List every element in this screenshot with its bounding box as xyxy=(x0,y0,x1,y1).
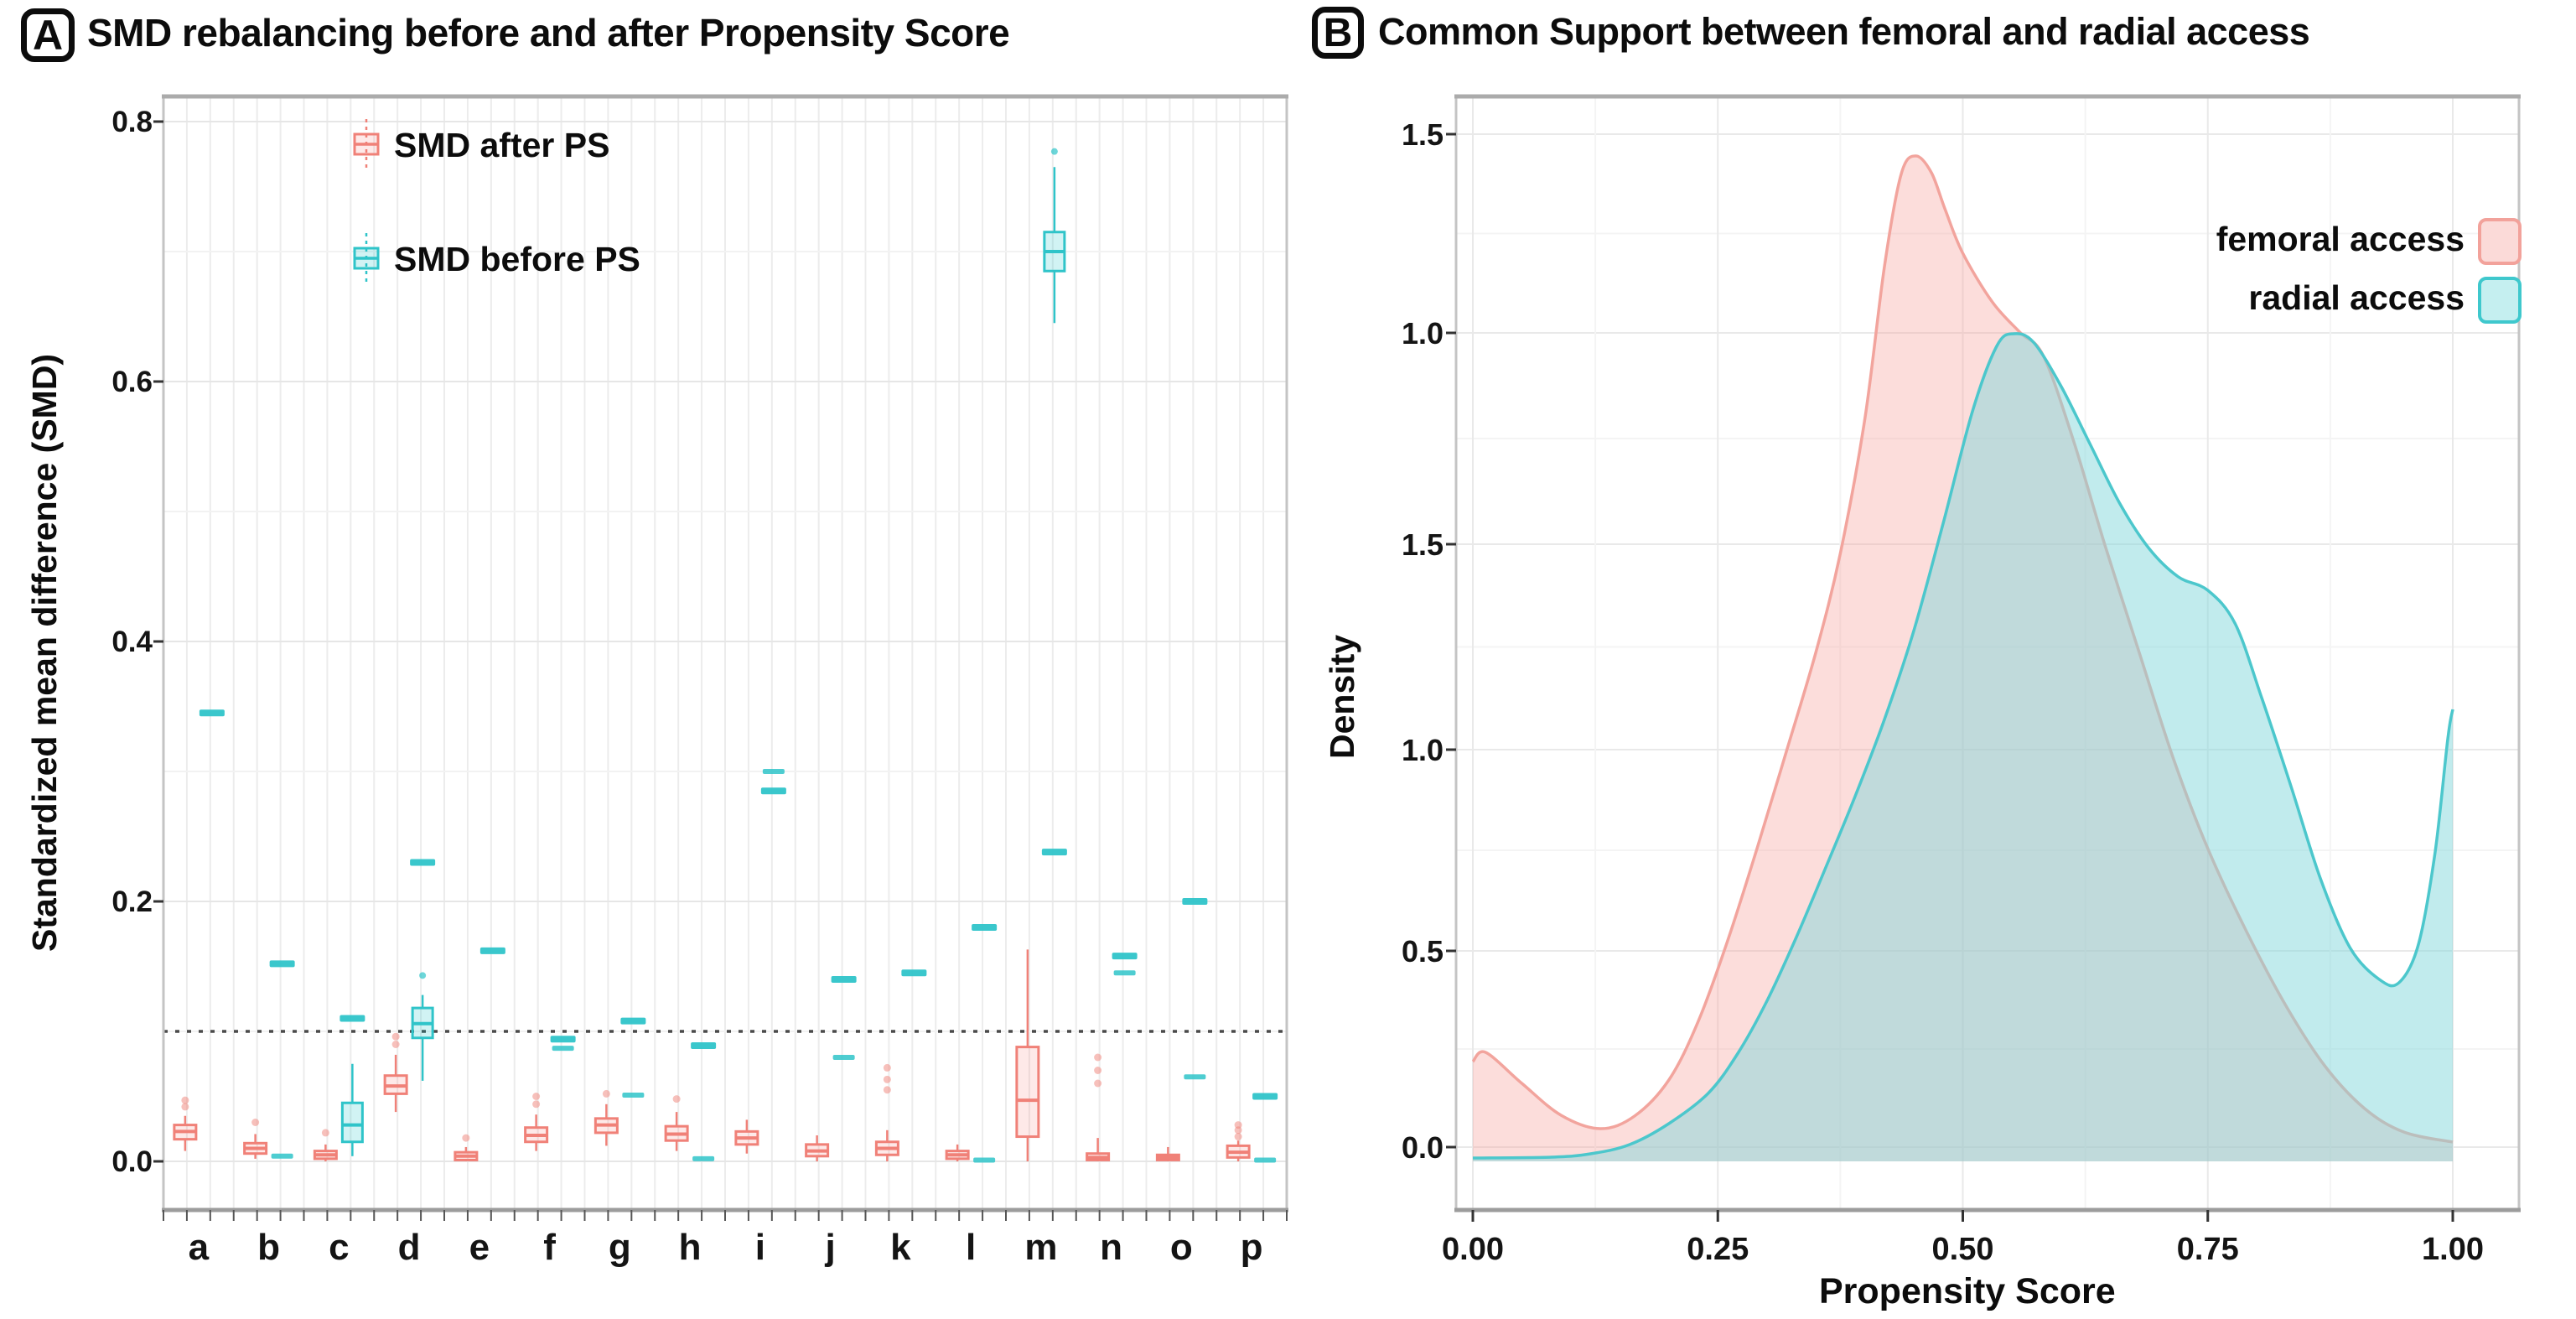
svg-text:k: k xyxy=(890,1227,911,1268)
panel-b-y-axis-title: Density xyxy=(1323,634,1361,759)
svg-text:h: h xyxy=(679,1227,702,1268)
before-marks-k xyxy=(901,969,927,977)
panel-a-plot: a b c d e f g h i j k l m n o p 0.8 0.6 0.4 0.2 0.0 xyxy=(111,94,1288,1268)
boxplot-after-i xyxy=(734,1119,759,1154)
svg-text:j: j xyxy=(825,1227,836,1268)
svg-text:g: g xyxy=(609,1227,631,1268)
svg-text:b: b xyxy=(257,1227,280,1268)
svg-text:1.0: 1.0 xyxy=(1402,733,1443,767)
svg-text:0.0: 0.0 xyxy=(1402,1130,1443,1165)
before-marks-e xyxy=(479,947,505,954)
legend-b-radial-label: radial access xyxy=(2248,278,2465,317)
before-marks-a xyxy=(199,709,225,717)
svg-text:0.4: 0.4 xyxy=(111,626,153,658)
boxplot-after-m xyxy=(1015,949,1040,1161)
svg-text:0.6: 0.6 xyxy=(111,366,153,398)
svg-text:m: m xyxy=(1024,1227,1057,1268)
radial-density-curve xyxy=(1472,332,2454,1160)
panel-a-y-axis-title: Standardized mean difference (SMD) xyxy=(25,353,64,952)
boxplot-after-a xyxy=(173,1096,198,1151)
boxplot-after-j xyxy=(805,1135,830,1161)
boxplot-after-h xyxy=(664,1095,689,1151)
svg-text:1.5: 1.5 xyxy=(1402,117,1443,152)
svg-text:0.50: 0.50 xyxy=(1932,1232,1994,1267)
svg-text:0.8: 0.8 xyxy=(111,106,153,138)
svg-text:l: l xyxy=(966,1227,976,1268)
svg-text:p: p xyxy=(1241,1227,1263,1268)
panel-b-x-axis-title: Propensity Score xyxy=(1819,1271,2116,1311)
boxplot-after-g xyxy=(593,1089,619,1146)
before-marks-i xyxy=(760,769,786,795)
before-marks-p xyxy=(1252,1093,1278,1163)
svg-text:n: n xyxy=(1100,1227,1122,1268)
svg-text:i: i xyxy=(755,1227,765,1268)
before-marks-h xyxy=(691,1042,717,1161)
before-marks-f xyxy=(550,1036,576,1052)
panel-b-plot: 1.5 1.0 1.5 1.0 0.5 0.0 0.00 0.25 0.50 0.75 1.00 xyxy=(1402,94,2522,1267)
before-marks-m xyxy=(1041,148,1067,856)
panel-b-badge: B xyxy=(1312,7,1364,59)
svg-text:0.25: 0.25 xyxy=(1687,1232,1749,1267)
before-marks-b xyxy=(269,960,295,1159)
panel-a-badge: A xyxy=(21,8,75,62)
boxplot-after-e xyxy=(454,1134,479,1161)
radial-density-area xyxy=(1473,333,2453,1161)
panel-b-axes: 1.5 1.0 1.5 1.0 0.5 0.0 0.00 0.25 0.50 0.75 1.00 xyxy=(1402,117,2484,1267)
svg-text:1.0: 1.0 xyxy=(1402,316,1443,351)
boxplot-after-d xyxy=(383,1032,408,1113)
svg-text:o: o xyxy=(1170,1227,1193,1268)
legend-b-femoral-label: femoral access xyxy=(2216,220,2465,258)
svg-text:0.0: 0.0 xyxy=(111,1145,153,1178)
svg-text:1.00: 1.00 xyxy=(2422,1232,2484,1267)
before-marks-d xyxy=(410,859,436,1081)
svg-text:0.5: 0.5 xyxy=(1402,934,1443,968)
boxplot-after-l xyxy=(945,1144,970,1161)
before-marks-l xyxy=(972,924,998,1163)
panel-a-gridlines xyxy=(163,96,1287,1210)
svg-text:0.2: 0.2 xyxy=(111,885,153,918)
boxplot-after-o xyxy=(1155,1146,1180,1161)
before-marks-n xyxy=(1112,953,1138,976)
panel-b-legend-swatches xyxy=(2478,218,2522,324)
panel-b-title: Common Support between femoral and radia… xyxy=(1378,10,2310,53)
before-marks-j xyxy=(831,976,857,1060)
svg-text:0.75: 0.75 xyxy=(2177,1232,2239,1267)
legend-a-before-label: SMD before PS xyxy=(394,240,640,278)
boxplot-after-k xyxy=(874,1063,899,1161)
svg-text:e: e xyxy=(469,1227,490,1268)
before-marks-c xyxy=(339,1015,365,1156)
panel-a-title: SMD rebalancing before and after Propens… xyxy=(87,11,1010,55)
boxplot-after-n xyxy=(1086,1053,1111,1161)
before-marks-g xyxy=(620,1017,646,1098)
svg-text:c: c xyxy=(329,1227,349,1268)
boxplot-after-c xyxy=(313,1129,338,1161)
svg-text:f: f xyxy=(543,1227,556,1268)
before-marks-o xyxy=(1182,898,1208,1080)
panel-a-axes: a b c d e f g h i j k l m n o p 0.8 0.6 0.4 0.2 0.0 xyxy=(111,106,1288,1268)
svg-text:d: d xyxy=(398,1227,421,1268)
legend-a-after-label: SMD after PS xyxy=(394,126,610,164)
boxplot-after-b xyxy=(243,1119,268,1159)
boxplot-after-f xyxy=(524,1093,549,1151)
svg-text:a: a xyxy=(189,1227,210,1268)
svg-text:0.00: 0.00 xyxy=(1442,1232,1504,1267)
boxplot-after-p xyxy=(1226,1121,1251,1161)
panel-a-legend-keys xyxy=(353,119,380,283)
svg-text:1.5: 1.5 xyxy=(1402,527,1443,562)
